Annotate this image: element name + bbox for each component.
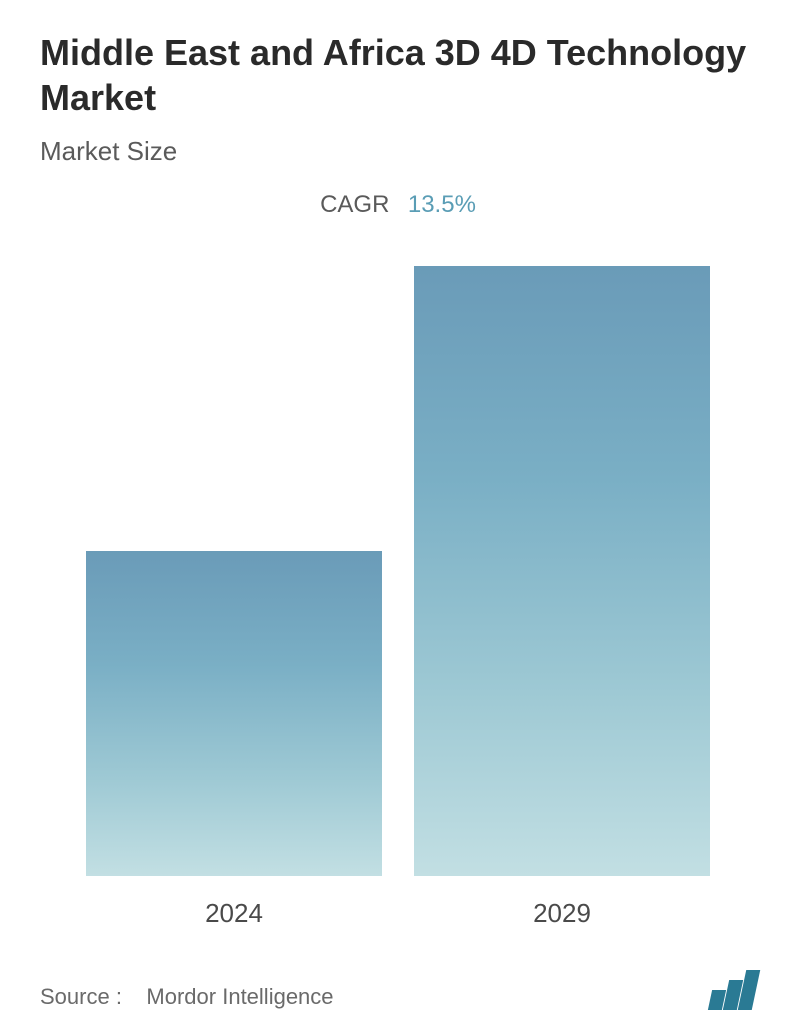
source-name: Mordor Intelligence [146,984,333,1009]
bar [86,551,381,876]
mordor-logo-icon [710,970,756,1010]
cagr-row: CAGR 13.5% [40,191,756,219]
source-text: Source : Mordor Intelligence [40,984,334,1010]
bar-group: 2024 [86,551,381,929]
cagr-value: 13.5% [408,191,476,219]
bar-chart: 2024 2029 [40,269,756,929]
bar [414,266,709,876]
bar-label: 2029 [533,898,591,929]
chart-title: Middle East and Africa 3D 4D Technology … [40,30,756,120]
bar-group: 2029 [414,266,709,929]
cagr-label: CAGR [320,191,389,219]
chart-footer: Source : Mordor Intelligence [40,970,756,1010]
source-label: Source : [40,984,122,1009]
chart-subtitle: Market Size [40,136,756,167]
bar-label: 2024 [205,898,263,929]
